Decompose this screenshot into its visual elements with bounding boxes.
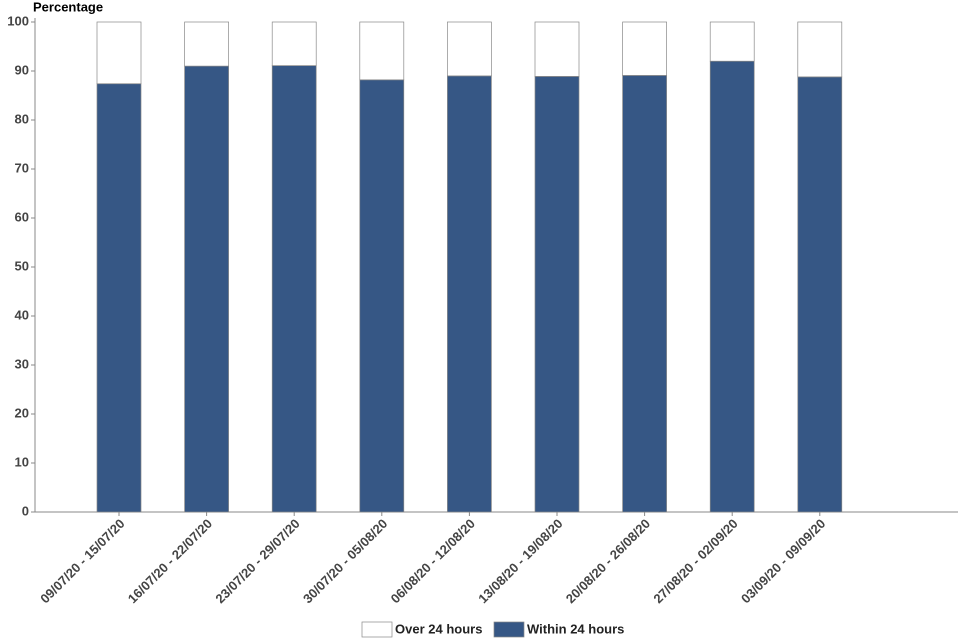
y-tick-label: 40 xyxy=(15,307,29,322)
legend-label: Within 24 hours xyxy=(527,621,624,636)
bar-segment xyxy=(359,21,405,81)
bar-segment xyxy=(96,21,142,85)
y-tick-label: 50 xyxy=(15,258,29,273)
bar-segment xyxy=(359,79,405,513)
bar-segment xyxy=(447,75,492,513)
legend-swatch xyxy=(361,621,393,638)
legend-label: Over 24 hours xyxy=(395,621,482,636)
bar-segment xyxy=(271,65,317,513)
y-tick-label: 10 xyxy=(15,454,29,469)
y-axis-label: Percentage xyxy=(33,0,103,14)
y-tick-label: 100 xyxy=(7,13,29,28)
x-tick-label: 06/08/20 - 12/08/20 xyxy=(388,516,478,606)
bar-segment xyxy=(709,60,755,513)
y-tick-label: 30 xyxy=(15,356,29,371)
x-tick-label: 16/07/20 - 22/07/20 xyxy=(125,516,215,606)
y-tick-label: 70 xyxy=(15,160,29,175)
bar-segment xyxy=(271,21,317,66)
x-tick-label: 20/08/20 - 26/08/20 xyxy=(563,516,653,606)
y-tick-label: 0 xyxy=(22,503,29,518)
bar-segment xyxy=(184,65,229,513)
bar-segment xyxy=(797,21,843,78)
bar-segment xyxy=(447,21,492,77)
x-tick-label: 27/08/20 - 02/09/20 xyxy=(650,516,740,606)
bar-segment xyxy=(622,75,667,513)
y-tick-label: 80 xyxy=(15,111,29,126)
y-tick-label: 20 xyxy=(15,405,29,420)
y-tick-label: 90 xyxy=(15,62,29,77)
x-tick-label: 30/07/20 - 05/08/20 xyxy=(300,516,390,606)
x-tick-label: 23/07/20 - 29/07/20 xyxy=(212,516,302,606)
bar-segment xyxy=(797,76,843,513)
bar-segment xyxy=(709,21,755,62)
bar-segment xyxy=(184,21,229,67)
bar-segment xyxy=(534,76,580,513)
bar-segment xyxy=(534,21,580,77)
bar-segment xyxy=(96,83,142,513)
x-tick-label: 13/08/20 - 19/08/20 xyxy=(475,516,565,606)
y-tick-label: 60 xyxy=(15,209,29,224)
x-tick-label: 09/07/20 - 15/07/20 xyxy=(37,516,127,606)
bar-segment xyxy=(622,21,667,76)
legend-swatch xyxy=(493,621,525,638)
x-tick-label: 03/09/20 - 09/09/20 xyxy=(738,516,828,606)
